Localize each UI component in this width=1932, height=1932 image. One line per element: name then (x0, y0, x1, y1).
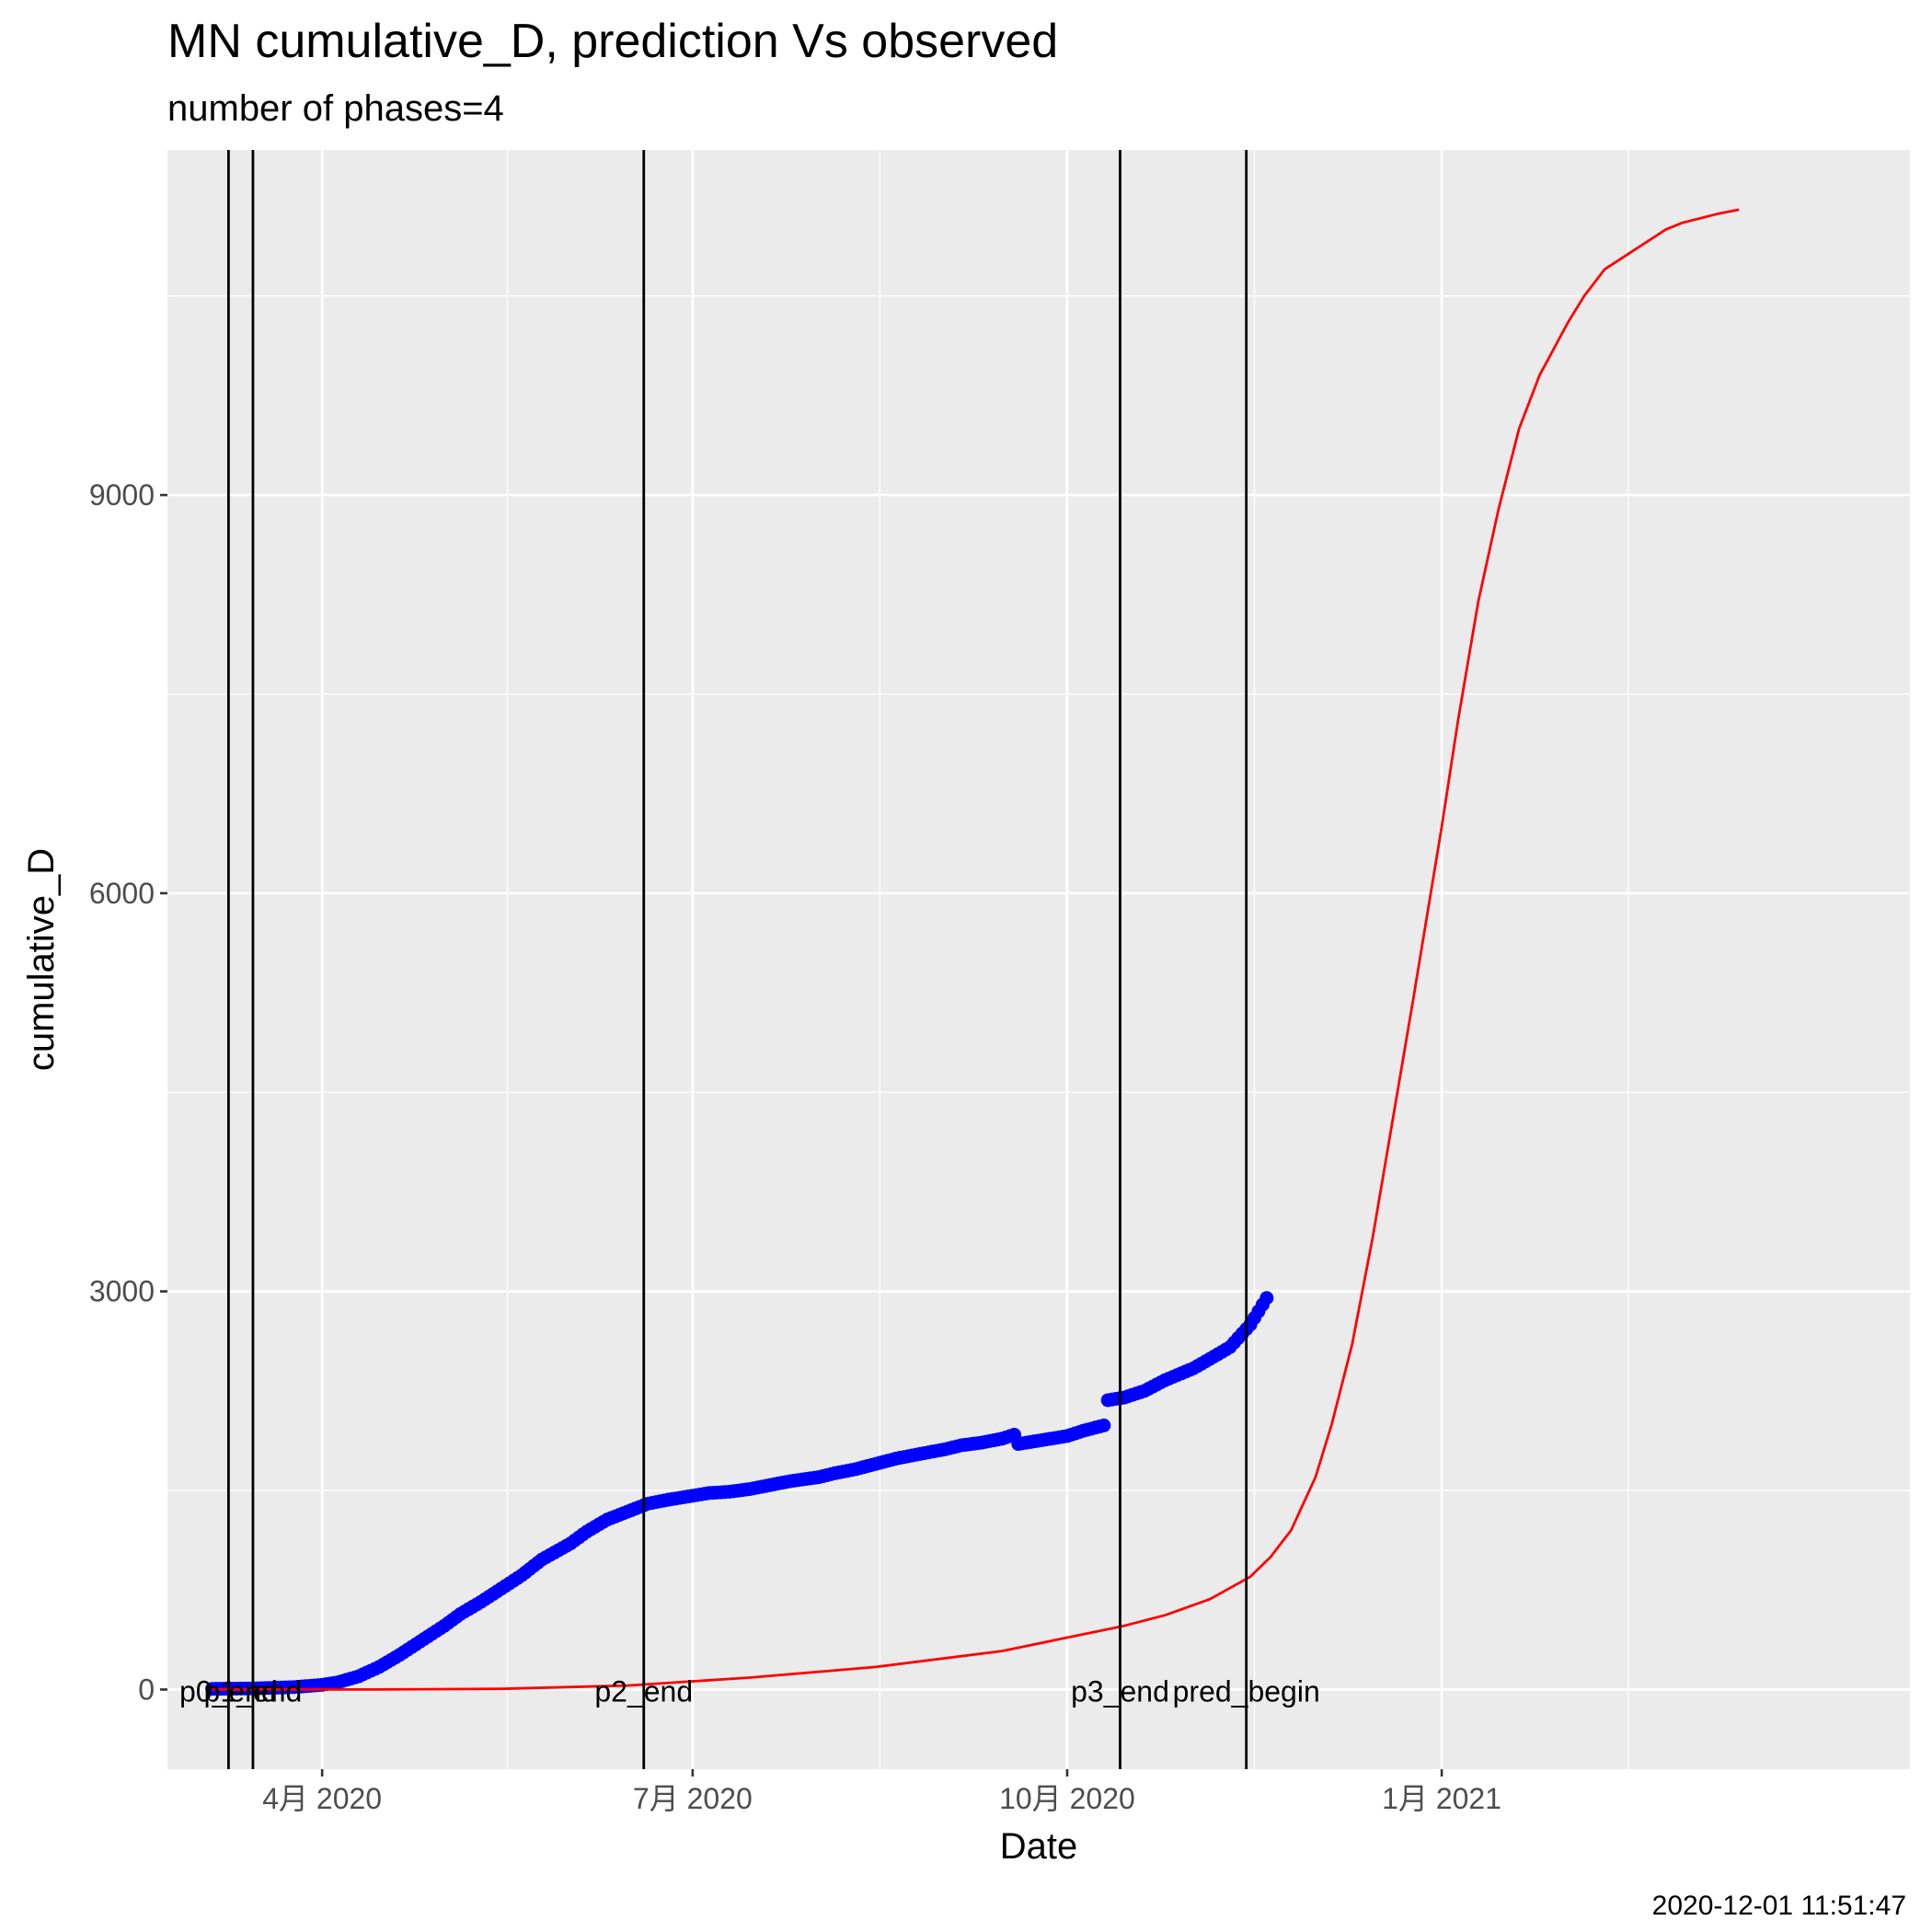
plot-panel (167, 150, 1910, 1769)
x-tick-label: 4月 2020 (262, 1782, 382, 1815)
timestamp-caption: 2020-12-01 11:51:47 (1652, 1891, 1906, 1921)
x-tick-label: 10月 2020 (999, 1782, 1135, 1815)
chart-subtitle: number of phases=4 (167, 88, 504, 129)
phase-label: p2_end (594, 1674, 693, 1708)
phase-label: p0_end (179, 1674, 278, 1708)
phase-label: p1_end (204, 1674, 303, 1708)
y-axis-title: cumulative_D (21, 848, 62, 1071)
x-tick-label: 7月 2020 (633, 1782, 753, 1815)
chart-title: MN cumulative_D, prediction Vs observed (167, 15, 1058, 68)
x-axis-title: Date (1000, 1826, 1078, 1867)
phase-label: pred_begin (1173, 1674, 1320, 1708)
prediction-line (212, 208, 1740, 1691)
y-tick-label: 3000 (89, 1275, 155, 1308)
axes: 0 3000 6000 9000 4月 2020 7月 2020 10月 2020 1月 20… (89, 478, 1501, 1815)
y-tick-label: 0 (138, 1673, 155, 1706)
observed-point (1097, 1418, 1111, 1432)
x-tick-label: 1月 2021 (1382, 1782, 1501, 1815)
y-tick-label: 6000 (89, 877, 155, 910)
grid-minor (167, 150, 1910, 1769)
observed-point (1259, 1291, 1274, 1305)
y-tick-label: 9000 (89, 478, 155, 512)
phase-label: p3_end (1071, 1674, 1169, 1708)
